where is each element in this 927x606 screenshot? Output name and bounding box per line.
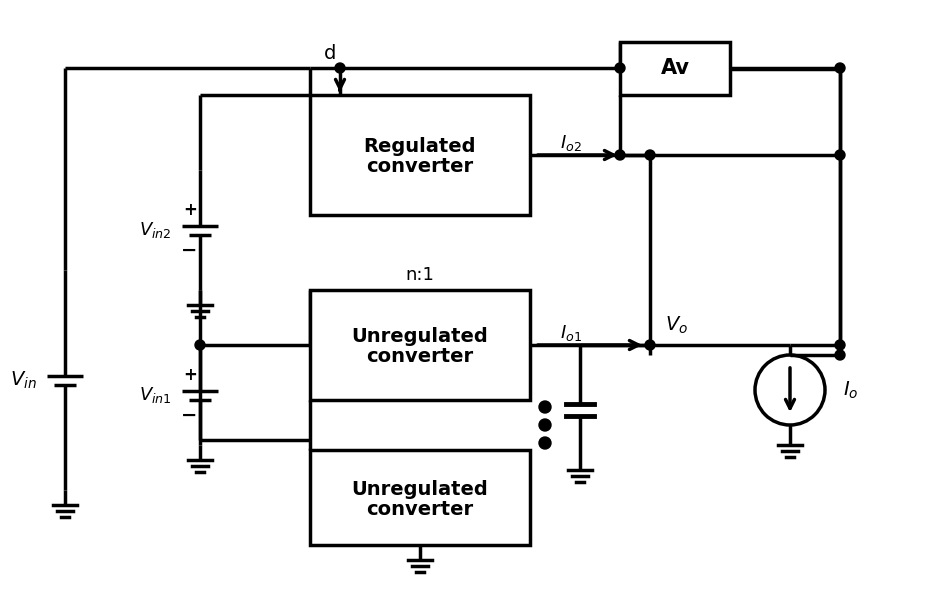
Text: $I_{o2}$: $I_{o2}$ [559, 133, 581, 153]
Circle shape [644, 340, 654, 350]
Text: $I_o$: $I_o$ [842, 379, 857, 401]
Text: +: + [183, 366, 197, 384]
Text: converter: converter [366, 347, 473, 367]
Bar [310, 290, 529, 400]
Bar [619, 42, 730, 95]
Bar [310, 95, 529, 215]
Text: +: + [183, 201, 197, 219]
Text: Unregulated: Unregulated [351, 327, 488, 347]
Text: $I_{o1}$: $I_{o1}$ [559, 323, 581, 343]
Text: Av: Av [660, 59, 689, 79]
Circle shape [615, 150, 624, 160]
Text: $V_o$: $V_o$ [665, 315, 687, 336]
Text: converter: converter [366, 500, 473, 519]
Circle shape [539, 401, 551, 413]
Text: converter: converter [366, 158, 473, 176]
Circle shape [195, 340, 205, 350]
Circle shape [834, 340, 844, 350]
Circle shape [615, 63, 624, 73]
Text: $V_{in}$: $V_{in}$ [10, 369, 37, 391]
Circle shape [834, 150, 844, 160]
Circle shape [539, 437, 551, 449]
Text: Regulated: Regulated [363, 138, 476, 156]
Text: −: − [181, 405, 197, 424]
Circle shape [834, 63, 844, 73]
Text: n:1: n:1 [405, 266, 434, 284]
Circle shape [539, 419, 551, 431]
Bar [310, 450, 529, 545]
Text: d: d [324, 44, 336, 63]
Text: $V_{in2}$: $V_{in2}$ [139, 220, 171, 240]
Circle shape [644, 150, 654, 160]
Circle shape [834, 350, 844, 360]
Circle shape [335, 63, 345, 73]
Text: $V_{in1}$: $V_{in1}$ [139, 385, 171, 405]
Text: Unregulated: Unregulated [351, 480, 488, 499]
Text: −: − [181, 241, 197, 259]
